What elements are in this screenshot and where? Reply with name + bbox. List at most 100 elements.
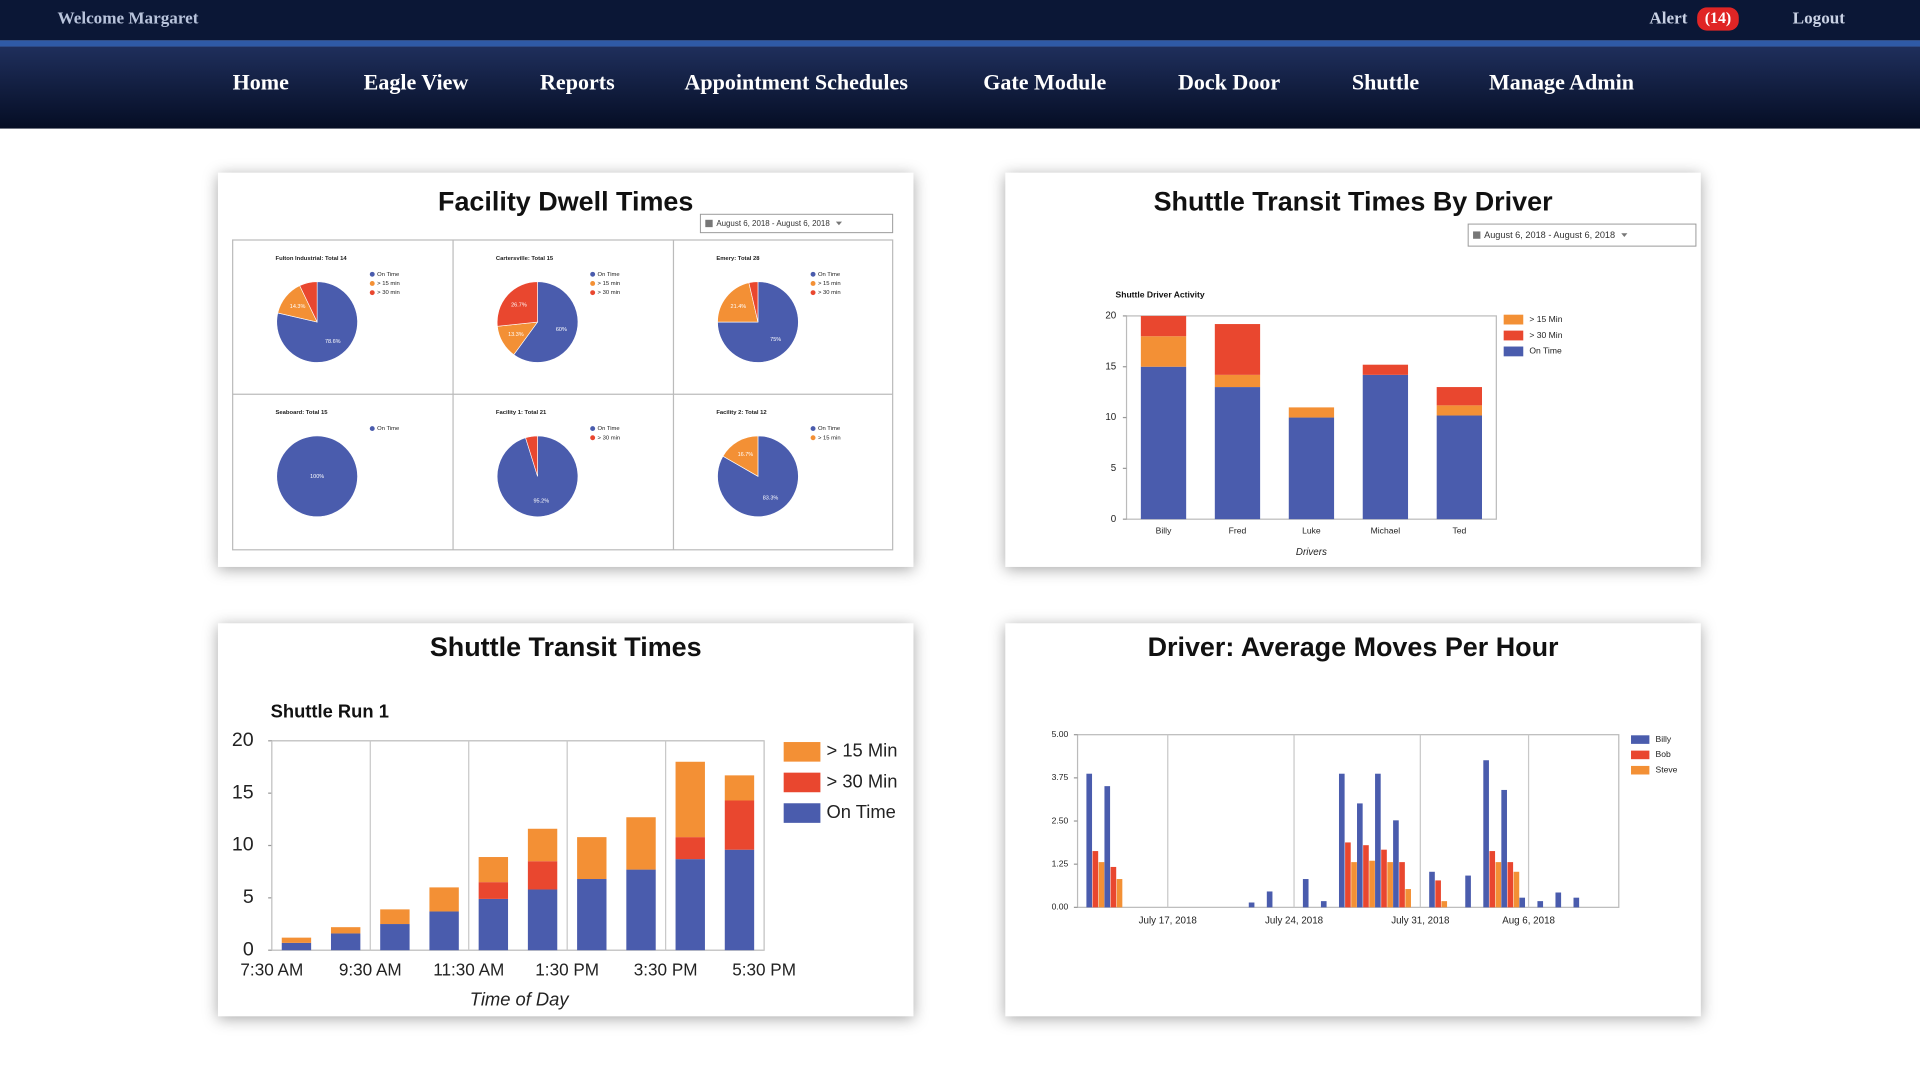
legend-swatch: [1503, 314, 1524, 325]
x-tick-label: Luke: [1302, 526, 1321, 536]
chart-subtitle: Shuttle Driver Activity: [1116, 289, 1205, 299]
y-tick-label: 0.00: [1052, 902, 1069, 912]
nav-item[interactable]: Home: [233, 70, 290, 95]
nav-item[interactable]: Eagle View: [364, 70, 469, 95]
pie-title: Facility 2: Total 12: [716, 410, 767, 416]
date-range[interactable]: August 6, 2018 - August 6, 2018: [716, 219, 830, 228]
bar-segment: [1362, 374, 1409, 520]
legend-label: > 30 Min: [827, 770, 898, 791]
chart-subtitle: Shuttle Run 1: [271, 700, 389, 721]
bar: [1429, 871, 1435, 908]
bar-segment: [1214, 324, 1261, 375]
legend-swatch: [783, 803, 821, 823]
bar-segment: [1140, 315, 1187, 337]
bar-segment: [675, 859, 705, 951]
legend-swatch: [1631, 735, 1650, 744]
alert-badge[interactable]: [1697, 7, 1739, 31]
bar-segment: [724, 800, 755, 850]
pie-slice: [722, 435, 759, 477]
x-axis-label: Time of Day: [470, 988, 571, 1009]
bar: [1116, 879, 1123, 908]
y-tick-label: 20: [232, 729, 254, 751]
bar: [1393, 820, 1399, 908]
x-tick-label: July 24, 2018: [1265, 915, 1324, 926]
bar-segment: [1214, 387, 1261, 520]
legend-label: Steve: [1656, 764, 1678, 774]
legend-label: > 15 Min: [1529, 314, 1562, 324]
nav-item[interactable]: Manage Admin: [1489, 70, 1634, 95]
bar-segment: [1436, 387, 1482, 406]
date-picker: [1467, 223, 1697, 247]
legend-swatch: [369, 281, 375, 286]
bar: [1405, 889, 1411, 908]
date-range[interactable]: August 6, 2018 - August 6, 2018: [1484, 230, 1615, 240]
y-tick-label: 5: [1111, 463, 1117, 474]
chart-title: Facility Dwell Times: [438, 186, 693, 216]
dropdown-arrow: [835, 221, 842, 226]
x-tick-label: Michael: [1371, 526, 1401, 536]
bar-segment: [1288, 417, 1335, 520]
alert-count[interactable]: (14): [1705, 10, 1732, 27]
y-tick-label: 15: [1105, 361, 1116, 372]
y-tick-label: 15: [232, 781, 254, 803]
nav-bar: [0, 46, 1920, 129]
nav-item[interactable]: Reports: [540, 70, 615, 95]
nav-item[interactable]: Gate Module: [983, 70, 1106, 95]
stripe: [0, 40, 1920, 47]
bar-segment: [1436, 415, 1482, 520]
pie-label: 14.3%: [290, 304, 306, 310]
y-tick-label: 10: [232, 834, 254, 856]
bar-segment: [577, 837, 607, 880]
bar: [1320, 901, 1327, 908]
pie-title: Cartersville: Total 15: [496, 256, 554, 262]
legend-swatch: [810, 435, 816, 441]
nav-item[interactable]: Dock Door: [1178, 70, 1280, 95]
y-tick-label: 0: [1111, 514, 1117, 525]
pie-label: 75%: [770, 337, 781, 343]
legend-swatch: [1631, 750, 1650, 760]
chart-title: Driver: Average Moves Per Hour: [1148, 632, 1559, 662]
pie-label: 60%: [556, 327, 567, 333]
x-axis-label: Drivers: [1296, 547, 1327, 558]
nav-item[interactable]: Shuttle: [1352, 70, 1420, 95]
bar: [1248, 902, 1255, 908]
bar-segment: [626, 869, 656, 951]
legend-label: > 30 min: [598, 435, 621, 441]
pie-slice: [276, 435, 358, 518]
y-tick-label: 5.00: [1052, 729, 1069, 739]
y-tick-label: 2.50: [1052, 815, 1069, 825]
bar-segment: [1140, 366, 1187, 520]
bar-segment: [527, 861, 558, 890]
bar: [1483, 760, 1489, 908]
pie-slice: [299, 281, 318, 323]
x-tick-label: July 17, 2018: [1139, 915, 1198, 926]
bar-segment: [330, 927, 361, 934]
bar-segment: [1214, 374, 1261, 388]
x-tick-label: 11:30 AM: [433, 960, 504, 980]
bar-segment: [281, 942, 312, 951]
bar-segment: [429, 887, 459, 912]
legend-swatch: [810, 426, 816, 432]
bar-segment: [478, 857, 509, 883]
legend-label: On Time: [818, 426, 840, 432]
logout[interactable]: Logout: [1793, 9, 1846, 28]
bar: [1266, 891, 1273, 908]
nav-item[interactable]: Appointment Schedules: [684, 70, 908, 95]
pie-title: Facility 1: Total 21: [496, 410, 547, 416]
pie-slice: [748, 281, 759, 323]
legend-swatch: [810, 290, 816, 296]
legend-label: On Time: [377, 426, 399, 432]
legend-label: > 30 min: [598, 290, 621, 296]
pie-label: 13.3%: [508, 332, 524, 338]
bar-segment: [527, 889, 558, 951]
legend-swatch: [1503, 330, 1524, 341]
alert-link[interactable]: Alert: [1649, 9, 1687, 28]
bar-segment: [1288, 407, 1335, 418]
bar: [1513, 871, 1520, 908]
legend-label: > 15 min: [377, 281, 400, 287]
pie-title: Fulton Industrial: Total 14: [276, 256, 348, 262]
pie-slice: [513, 281, 579, 363]
x-tick-label: Fred: [1229, 526, 1247, 536]
bar-segment: [724, 849, 755, 951]
